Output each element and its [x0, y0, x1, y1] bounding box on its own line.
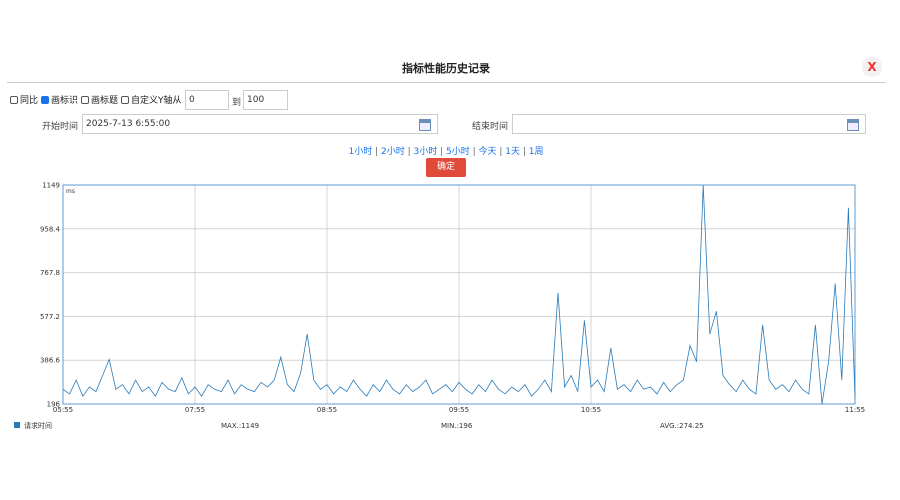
- y-tick-label: 1149: [42, 182, 60, 190]
- x-tick-label: 05:55: [53, 406, 73, 414]
- unit-label: ms: [66, 188, 75, 195]
- start-input[interactable]: 2025-7-13 6:55:00: [82, 114, 438, 134]
- calendar-icon[interactable]: [847, 119, 859, 131]
- checkbox-label: 画标识: [51, 96, 79, 106]
- legend-label: 请求时间: [24, 421, 52, 430]
- close-button[interactable]: X: [862, 57, 882, 77]
- checkbox[interactable]: [81, 95, 90, 104]
- checkbox[interactable]: [121, 95, 130, 104]
- y-from-input[interactable]: 0: [185, 90, 229, 110]
- checkbox-label: 画标题: [91, 96, 119, 106]
- range-link[interactable]: 1小时: [348, 147, 373, 157]
- range-link[interactable]: 5小时: [445, 147, 470, 157]
- y-tick-label: 958.4: [40, 225, 61, 233]
- x-tick-label: 10:55: [581, 406, 601, 414]
- y-tick-label: 386.6: [40, 357, 61, 365]
- checkbox[interactable]: [41, 95, 50, 104]
- y-tick-label: 577.2: [40, 313, 60, 321]
- stat-label: MIN.:196: [441, 422, 473, 430]
- x-tick-label: 08:55: [317, 406, 337, 414]
- range-link[interactable]: 今天: [478, 147, 497, 157]
- separator: |: [469, 147, 479, 157]
- y-tick-label: 196: [47, 401, 61, 409]
- data-line: [62, 184, 856, 405]
- checkbox-label: 自定义Y轴从: [131, 96, 182, 106]
- separator: |: [496, 147, 506, 157]
- separator: |: [437, 147, 446, 157]
- y-to-input[interactable]: 100: [243, 90, 288, 110]
- stat-label: MAX.:1149: [221, 422, 259, 430]
- separator: |: [404, 147, 414, 157]
- start-label: 开始时间: [41, 122, 78, 132]
- range-link[interactable]: 3小时: [413, 147, 438, 157]
- checkbox[interactable]: [10, 95, 18, 104]
- confirm-button[interactable]: 确定: [426, 158, 466, 177]
- divider: [7, 82, 886, 83]
- range-link[interactable]: 1周: [528, 147, 544, 157]
- separator: |: [372, 147, 381, 157]
- checkbox-label: 同比: [20, 96, 39, 106]
- x-tick-label: 09:55: [449, 406, 469, 414]
- options-row: 同比 画标识 画标题 自定义Y轴从: [10, 93, 185, 106]
- x-tick-label: 11:55: [845, 406, 865, 414]
- end-input[interactable]: [512, 114, 866, 134]
- range-link[interactable]: 2小时: [380, 147, 405, 157]
- start-value: 2025-7-13 6:55:00: [86, 119, 171, 129]
- stat-label: AVG.:274.25: [660, 422, 704, 430]
- y-tick-label: 767.8: [40, 269, 60, 277]
- range-link[interactable]: 1天: [505, 147, 520, 157]
- x-tick-label: 07:55: [185, 406, 205, 414]
- end-label: 结束时间: [471, 122, 508, 132]
- plot-border: [62, 184, 856, 405]
- quick-ranges: 1小时 | 2小时 | 3小时 | 5小时 | 今天 | 1天 | 1周: [0, 144, 892, 157]
- legend-swatch: [14, 422, 20, 428]
- separator: |: [520, 147, 529, 157]
- to-label: 到: [232, 98, 242, 108]
- calendar-icon[interactable]: [419, 119, 431, 131]
- dialog-title: 指标性能历史记录: [402, 62, 490, 75]
